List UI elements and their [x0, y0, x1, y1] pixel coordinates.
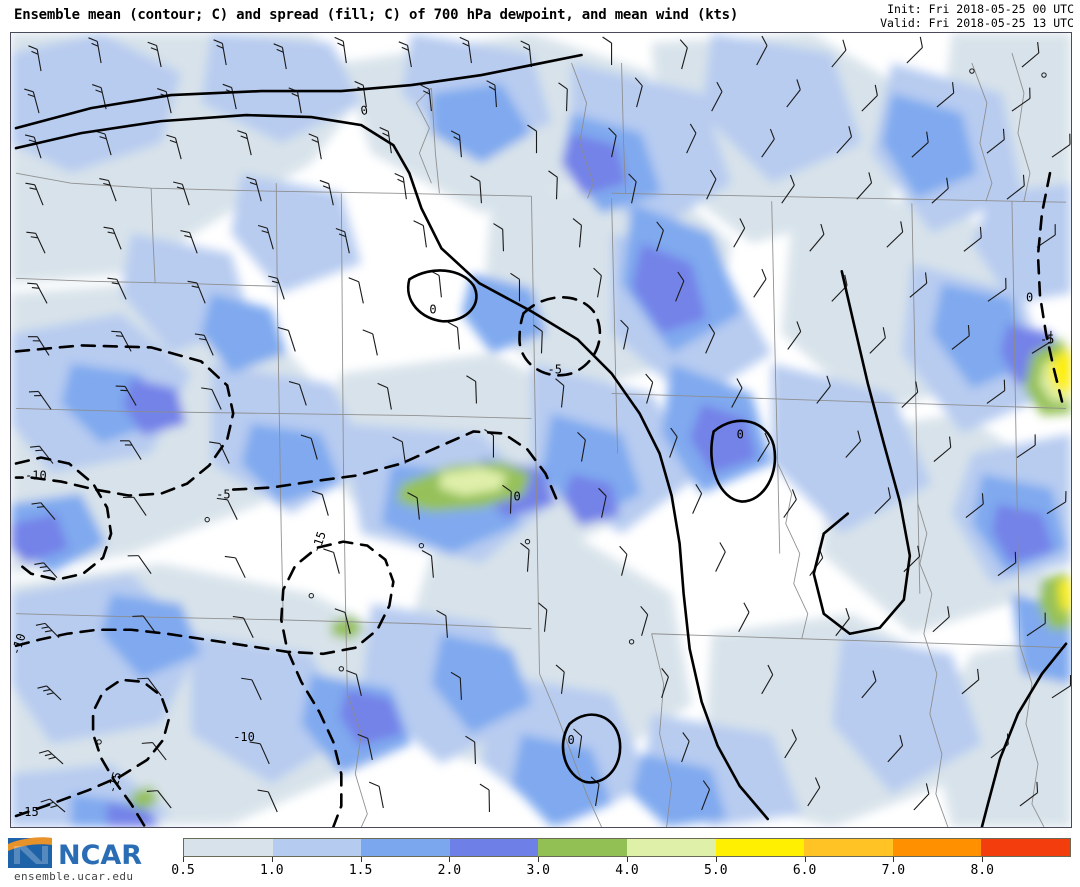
page-title: Ensemble mean (contour; C) and spread (f… — [14, 7, 739, 23]
contour-label-0-d: 0 — [513, 490, 520, 504]
colorbar-band-9 — [981, 839, 1070, 856]
colorbar-band-4 — [538, 839, 627, 856]
ncar-url-label[interactable]: ensemble.ucar.edu — [14, 870, 134, 883]
contour-0-c — [406, 269, 478, 323]
contour-label-0-b: 0 — [429, 302, 436, 316]
colorbar-band-2 — [361, 839, 450, 856]
contour-neg15-b — [1036, 171, 1064, 403]
colorbar: 0.5 1.0 1.5 2.0 3.0 4.0 5.0 6.0 7.0 8.0 — [171, 838, 1071, 884]
colorbar-tick-1 — [271, 857, 273, 862]
valid-time-label: Valid: Fri 2018-05-25 13 UTC — [880, 16, 1074, 30]
contour-labels-layer: 0 0 -5 0 0 0 -5 -10 -10 -10 -15 -15 -15 … — [11, 103, 1054, 819]
colorbar-bands — [183, 838, 1071, 857]
contour-label-neg15-c: -15 — [309, 530, 329, 555]
contour-neg10-b — [14, 540, 395, 827]
colorbar-tick-label-4: 3.0 — [526, 863, 550, 878]
colorbar-tick-0 — [183, 857, 184, 862]
contour-label-0: 0 — [359, 103, 369, 118]
colorbar-tick-label-8: 7.0 — [881, 863, 906, 878]
contour-label-neg5-b: -5 — [216, 488, 230, 502]
colorbar-band-8 — [892, 839, 982, 856]
colorbar-tick-3 — [449, 857, 451, 862]
colorbar-tick-label-5: 4.0 — [615, 863, 639, 878]
colorbar-tick-label-7: 6.0 — [792, 863, 817, 878]
colorbar-band-0 — [184, 839, 273, 856]
colorbar-tick-2 — [360, 857, 362, 862]
contour-0-e — [561, 713, 622, 784]
colorbar-band-6 — [715, 839, 805, 856]
colorbar-tick-6 — [715, 857, 717, 862]
colorbar-tick-8 — [893, 857, 895, 862]
colorbar-band-5 — [626, 839, 716, 856]
contour-label-0-e: 0 — [568, 733, 575, 747]
colorbar-tick-label-0: 0.5 — [171, 863, 195, 878]
ncar-wordmark: NCAR — [58, 840, 142, 870]
ncar-logo[interactable]: NCAR ensemble.ucar.edu — [6, 836, 176, 886]
colorbar-tick-label-2: 1.5 — [348, 863, 373, 878]
spread-fill-layer — [11, 33, 1071, 827]
colorbar-tick-label-9: 8.0 — [970, 863, 994, 878]
contour-label-0-c: 0 — [737, 428, 744, 442]
colorbar-tick-4 — [538, 857, 540, 862]
contour-label-neg5-c: -5 — [1040, 332, 1054, 346]
contour-label-0-f: 0 — [1026, 290, 1033, 304]
contour-label-neg10: -10 — [25, 469, 47, 483]
contour-label-neg5: -5 — [548, 362, 562, 376]
ncar-logo-mark: NCAR — [8, 837, 142, 871]
contour-neg5 — [518, 296, 602, 377]
colorbar-tick-5 — [627, 857, 628, 862]
contour-0-g — [980, 642, 1068, 827]
colorbar-tick-label-1: 1.0 — [260, 863, 284, 878]
contour-neg10 — [14, 456, 113, 582]
colorbar-band-7 — [804, 839, 893, 856]
contour-layer — [14, 53, 1068, 827]
contour-0-d — [710, 419, 777, 503]
colorbar-tick-7 — [804, 857, 806, 862]
contour-neg5-b — [14, 344, 235, 497]
colorbar-tick-label-6: 5.0 — [704, 863, 728, 878]
contour-neg5-c — [231, 430, 559, 503]
colorbar-band-1 — [272, 839, 362, 856]
contour-0-f — [812, 269, 912, 636]
colorbar-tick-9 — [982, 857, 984, 862]
weather-map-panel[interactable]: 0 0 -5 0 0 0 -5 -10 -10 -10 -15 -15 -15 … — [10, 32, 1072, 828]
colorbar-band-3 — [449, 839, 539, 856]
map-canvas: 0 0 -5 0 0 0 -5 -10 -10 -10 -15 -15 -15 … — [11, 33, 1071, 827]
header-bar: Ensemble mean (contour; C) and spread (f… — [0, 0, 1080, 32]
init-time-label: Init: Fri 2018-05-25 00 UTC — [887, 2, 1074, 16]
contour-label-neg15-b: -15 — [105, 770, 125, 795]
contour-0-b — [14, 113, 770, 821]
contour-label-neg15: -15 — [17, 805, 39, 819]
contour-label-neg10-c: -10 — [233, 730, 255, 744]
contour-0-a — [14, 53, 583, 130]
contour-neg15 — [14, 678, 171, 827]
state-boundaries-layer — [15, 52, 1067, 827]
colorbar-tick-labels: 0.5 1.0 1.5 2.0 3.0 4.0 5.0 6.0 7.0 8.0 — [171, 857, 1071, 884]
colorbar-tick-label-3: 2.0 — [437, 863, 462, 878]
